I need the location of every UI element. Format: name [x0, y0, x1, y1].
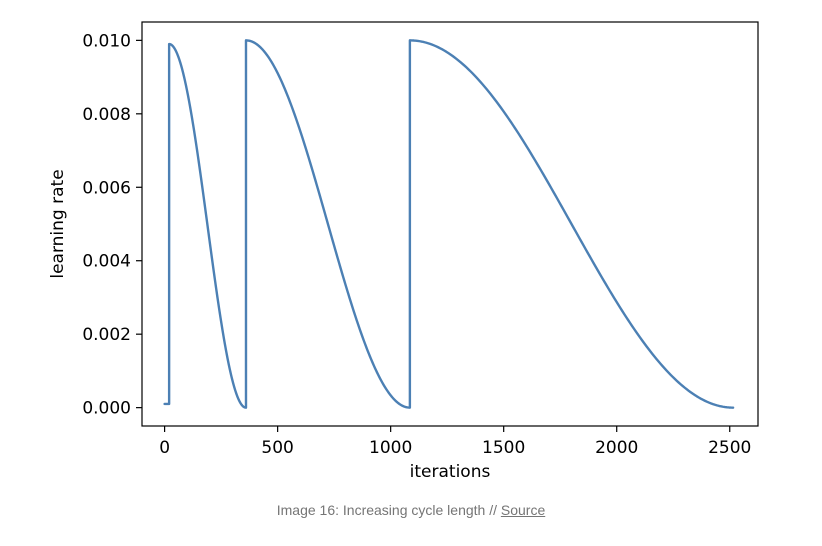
y-tick-label: 0.004	[82, 252, 131, 272]
y-tick-label: 0.008	[82, 105, 131, 125]
y-tick-label: 0.002	[82, 325, 131, 345]
figure-caption: Image 16: Increasing cycle length // Sou…	[0, 502, 822, 518]
y-tick-label: 0.010	[82, 31, 131, 51]
source-link[interactable]: Source	[500, 502, 546, 518]
y-tick-label: 0.006	[82, 178, 131, 198]
x-tick-label: 2500	[708, 438, 751, 458]
x-tick-label: 2000	[595, 438, 638, 458]
x-tick-label: 0	[159, 438, 170, 458]
x-tick-label: 1500	[482, 438, 525, 458]
plot-area: 0 500 1000 1500 2000 2500 0.000 0.002 0.004 0.006…	[82, 21, 759, 458]
learning-rate-chart: 0 500 1000 1500 2000 2500 0.000 0.002 0.004 0.006…	[48, 21, 759, 482]
series-line-learning-rate	[163, 39, 735, 409]
caption-text: Image 16: Increasing cycle length //	[276, 502, 501, 518]
y-axis-label: learning rate	[48, 169, 68, 278]
x-axis-label: iterations	[410, 462, 491, 482]
x-tick-label: 1000	[369, 438, 412, 458]
x-tick-label: 500	[261, 438, 293, 458]
plot-frame	[141, 21, 759, 427]
y-tick-label: 0.000	[82, 399, 131, 419]
